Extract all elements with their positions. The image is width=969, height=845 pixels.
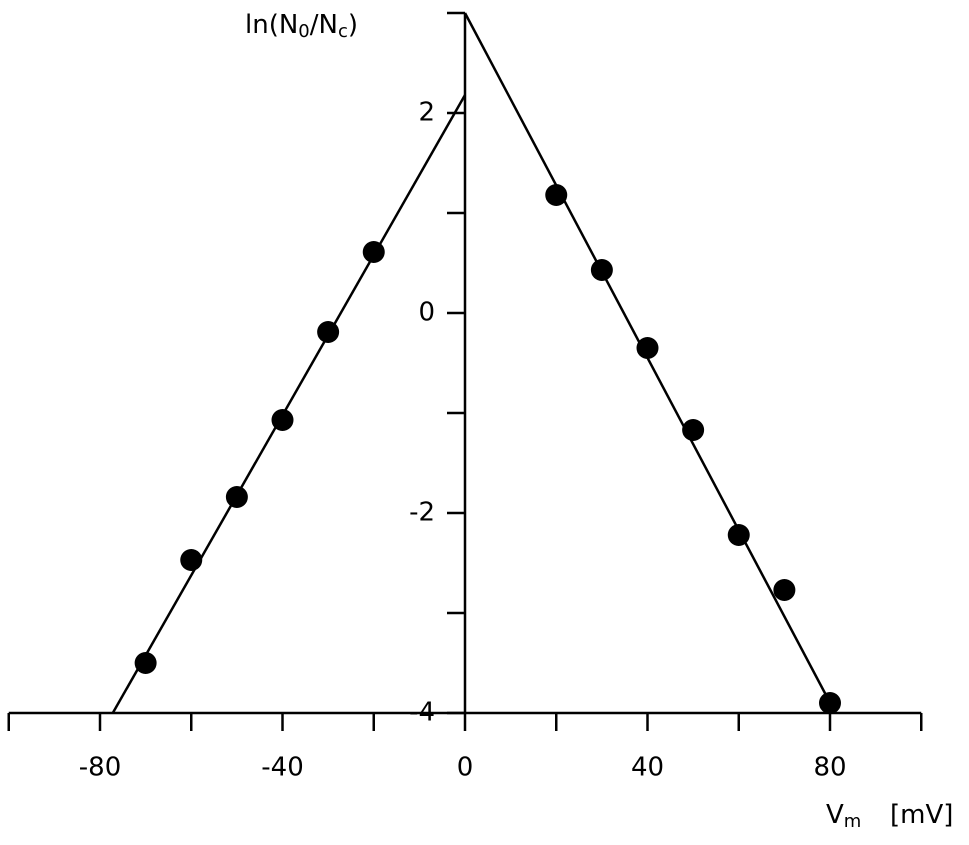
data-point — [317, 321, 340, 343]
fit-line — [463, 12, 837, 714]
data-point — [362, 241, 385, 263]
data-point — [636, 337, 659, 359]
y-label-part: ln(N — [245, 10, 298, 40]
x-label-sub: m — [844, 811, 862, 832]
data-point — [134, 652, 157, 674]
data-point — [180, 549, 203, 571]
data-point — [590, 259, 613, 281]
data-point — [773, 579, 796, 601]
y-tick-label: -2 — [409, 498, 435, 528]
x-tick-label: 0 — [457, 753, 474, 783]
data-point — [727, 524, 750, 546]
x-label-part: V — [826, 800, 844, 830]
x-tick-label: -80 — [79, 753, 121, 783]
data-point — [225, 486, 248, 508]
x-tick-label: -40 — [261, 753, 303, 783]
y-axis-label: ln(N0/Nc) — [245, 10, 358, 43]
data-point — [271, 409, 294, 431]
y-tick-label: -4 — [409, 698, 435, 728]
y-tick-label: 0 — [418, 298, 435, 328]
x-tick-label: 80 — [813, 753, 846, 783]
x-axis-label: Vm [mV] — [826, 800, 953, 833]
y-tick-label: 2 — [418, 98, 435, 128]
y-label-sub: c — [338, 21, 348, 42]
data-point — [545, 184, 568, 206]
y-label-part: /N — [310, 10, 338, 40]
x-label-unit: [mV] — [890, 800, 953, 830]
fit-line — [111, 94, 467, 714]
y-label-sub: 0 — [298, 21, 309, 42]
x-tick-label: 40 — [631, 753, 664, 783]
y-label-part: ) — [348, 10, 358, 40]
data-point — [819, 692, 841, 714]
data-point — [682, 419, 705, 441]
